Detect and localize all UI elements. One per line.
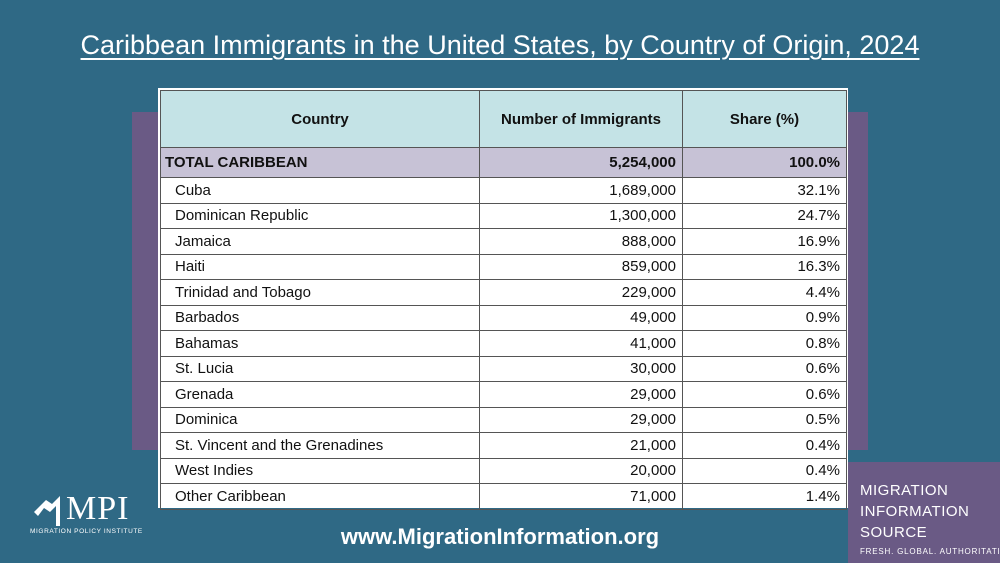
table-row: Other Caribbean 71,000 1.4% (160, 483, 847, 510)
share-cell: 0.4% (682, 432, 847, 459)
source-line-2: INFORMATION (860, 503, 970, 520)
total-number-cell: 5,254,000 (479, 147, 683, 178)
table-row: St. Lucia 30,000 0.6% (160, 355, 847, 382)
share-cell: 0.4% (682, 457, 847, 484)
immigrants-table: Country Number of Immigrants Share (%) T… (160, 90, 847, 510)
number-cell: 49,000 (479, 304, 683, 331)
share-cell: 0.6% (682, 381, 847, 408)
share-cell: 0.6% (682, 355, 847, 382)
number-cell: 859,000 (479, 253, 683, 280)
country-cell: St. Vincent and the Grenadines (160, 432, 480, 459)
share-cell: 16.9% (682, 228, 847, 255)
table-row: Haiti 859,000 16.3% (160, 253, 847, 280)
table-row: Grenada 29,000 0.6% (160, 381, 847, 408)
source-line-3: SOURCE (860, 524, 928, 541)
table-row: Barbados 49,000 0.9% (160, 304, 847, 331)
share-cell: 1.4% (682, 483, 847, 510)
country-cell: Trinidad and Tobago (160, 279, 480, 306)
share-cell: 16.3% (682, 253, 847, 280)
table-total-row: TOTAL CARIBBEAN 5,254,000 100.0% (160, 147, 847, 178)
share-cell: 24.7% (682, 202, 847, 229)
share-cell: 0.5% (682, 406, 847, 433)
mpi-logo-subtitle: MIGRATION POLICY INSTITUTE (30, 528, 143, 535)
table-header-row: Country Number of Immigrants Share (%) (160, 90, 847, 148)
source-line-1: MIGRATION (860, 482, 949, 499)
country-cell: Dominica (160, 406, 480, 433)
column-header-number: Number of Immigrants (479, 90, 683, 148)
total-share-cell: 100.0% (682, 147, 847, 178)
country-cell: Barbados (160, 304, 480, 331)
number-cell: 229,000 (479, 279, 683, 306)
table-row: Dominican Republic 1,300,000 24.7% (160, 202, 847, 229)
table-row: Bahamas 41,000 0.8% (160, 330, 847, 357)
share-cell: 4.4% (682, 279, 847, 306)
table-row: St. Vincent and the Grenadines 21,000 0.4% (160, 432, 847, 459)
country-cell: Jamaica (160, 228, 480, 255)
table-row: West Indies 20,000 0.4% (160, 457, 847, 484)
share-cell: 0.9% (682, 304, 847, 331)
page-title: Caribbean Immigrants in the United State… (80, 30, 920, 60)
number-cell: 888,000 (479, 228, 683, 255)
share-cell: 0.8% (682, 330, 847, 357)
country-cell: Dominican Republic (160, 202, 480, 229)
number-cell: 41,000 (479, 330, 683, 357)
number-cell: 1,689,000 (479, 177, 683, 204)
country-cell: Grenada (160, 381, 480, 408)
country-cell: West Indies (160, 457, 480, 484)
source-tagline: FRESH. GLOBAL. AUTHORITATIVE. (860, 547, 1000, 556)
number-cell: 21,000 (479, 432, 683, 459)
number-cell: 30,000 (479, 355, 683, 382)
table-row: Trinidad and Tobago 229,000 4.4% (160, 279, 847, 306)
country-cell: Other Caribbean (160, 483, 480, 510)
number-cell: 29,000 (479, 381, 683, 408)
country-cell: Cuba (160, 177, 480, 204)
total-country-cell: TOTAL CARIBBEAN (160, 147, 480, 178)
number-cell: 1,300,000 (479, 202, 683, 229)
number-cell: 20,000 (479, 457, 683, 484)
table-row: Cuba 1,689,000 32.1% (160, 177, 847, 204)
data-table-card: Country Number of Immigrants Share (%) T… (158, 88, 848, 510)
table-row: Dominica 29,000 0.5% (160, 406, 847, 433)
column-header-share: Share (%) (682, 90, 847, 148)
website-url: www.MigrationInformation.org (340, 524, 660, 549)
country-cell: Haiti (160, 253, 480, 280)
number-cell: 71,000 (479, 483, 683, 510)
table-row: Jamaica 888,000 16.9% (160, 228, 847, 255)
mpi-figure-icon (34, 496, 60, 526)
share-cell: 32.1% (682, 177, 847, 204)
mpi-logo-text: MPI (66, 490, 130, 527)
country-cell: St. Lucia (160, 355, 480, 382)
number-cell: 29,000 (479, 406, 683, 433)
migration-information-source-box: MIGRATION INFORMATION SOURCE FRESH. GLOB… (848, 462, 1000, 563)
column-header-country: Country (160, 90, 480, 148)
country-cell: Bahamas (160, 330, 480, 357)
